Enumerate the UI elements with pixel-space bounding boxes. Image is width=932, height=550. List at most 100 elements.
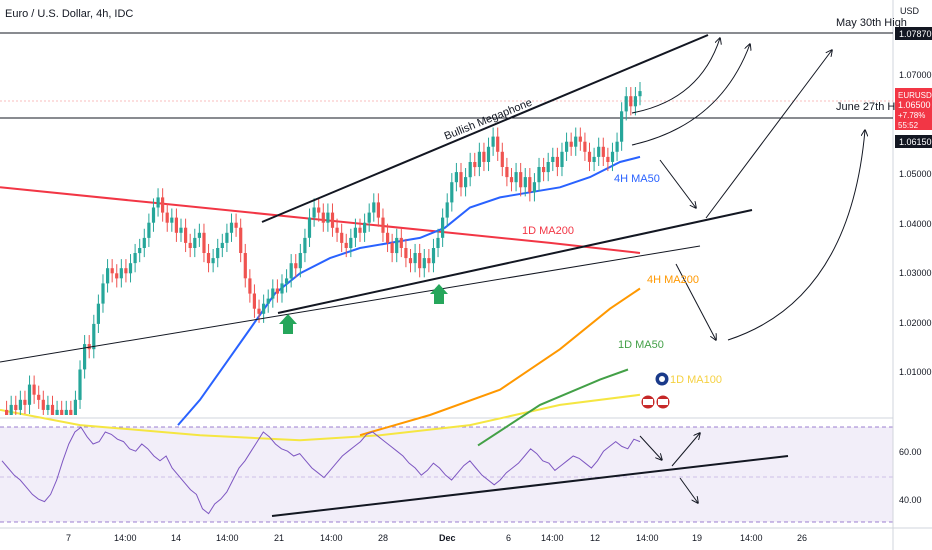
candle[interactable] — [115, 273, 119, 279]
candle[interactable] — [523, 177, 527, 188]
candle[interactable] — [151, 207, 156, 223]
candle[interactable] — [340, 232, 344, 243]
candle[interactable] — [239, 227, 243, 253]
candle[interactable] — [587, 151, 592, 162]
candle[interactable] — [473, 162, 477, 168]
candle[interactable] — [124, 268, 128, 274]
candle[interactable] — [32, 384, 36, 395]
candle[interactable] — [92, 323, 96, 350]
ma200-1d-line[interactable] — [0, 186, 641, 254]
candle[interactable] — [395, 237, 399, 254]
candle[interactable] — [629, 96, 633, 107]
candle[interactable] — [459, 172, 463, 188]
candle[interactable] — [14, 404, 18, 410]
candle[interactable] — [60, 409, 64, 415]
candle[interactable] — [574, 136, 578, 147]
candle[interactable] — [578, 136, 582, 142]
candle[interactable] — [179, 227, 183, 233]
candle[interactable] — [321, 212, 325, 223]
candle[interactable] — [601, 146, 605, 157]
symbol-title[interactable]: Euro / U.S. Dollar, 4h, IDC — [5, 8, 133, 20]
candle[interactable] — [188, 242, 192, 248]
candle[interactable] — [546, 162, 550, 173]
candle[interactable] — [353, 227, 357, 238]
ma100-1d-line[interactable] — [0, 393, 641, 442]
megaphone-lower-line[interactable] — [277, 209, 753, 314]
candle[interactable] — [216, 248, 220, 259]
candle[interactable] — [197, 232, 201, 238]
candle[interactable] — [147, 222, 151, 238]
ma50-1d-line[interactable] — [477, 368, 629, 447]
candle[interactable] — [404, 248, 408, 259]
candle[interactable] — [266, 298, 270, 304]
candle[interactable] — [83, 344, 87, 370]
candle[interactable] — [271, 288, 275, 299]
candle[interactable] — [156, 197, 160, 208]
candle[interactable] — [73, 399, 77, 415]
candles-group[interactable] — [5, 81, 642, 415]
candle[interactable] — [234, 222, 238, 228]
rsi-trend-line[interactable] — [271, 455, 789, 517]
candle[interactable] — [307, 217, 312, 238]
candle[interactable] — [468, 162, 472, 178]
candle[interactable] — [413, 253, 417, 264]
candle[interactable] — [78, 369, 82, 400]
candle[interactable] — [477, 151, 481, 167]
candle[interactable] — [165, 212, 169, 223]
candle[interactable] — [519, 172, 523, 188]
flag-badges[interactable] — [640, 371, 671, 410]
candle[interactable] — [551, 156, 555, 162]
candle[interactable] — [344, 242, 348, 248]
candle[interactable] — [491, 136, 495, 147]
megaphone-upper-line[interactable] — [261, 34, 709, 223]
candle[interactable] — [184, 227, 188, 243]
candle[interactable] — [248, 278, 252, 294]
candle[interactable] — [367, 212, 371, 223]
candle[interactable] — [262, 303, 266, 314]
candle[interactable] — [23, 399, 27, 405]
candle[interactable] — [64, 409, 68, 415]
candle[interactable] — [128, 263, 133, 274]
rsi-line[interactable] — [1, 426, 641, 515]
candle[interactable] — [542, 167, 546, 173]
candle[interactable] — [496, 136, 500, 152]
candle[interactable] — [363, 222, 367, 233]
candle[interactable] — [335, 227, 339, 233]
candle[interactable] — [486, 146, 491, 162]
candle[interactable] — [555, 156, 559, 167]
candle[interactable] — [280, 283, 284, 294]
candle[interactable] — [257, 308, 261, 314]
candle[interactable] — [500, 151, 504, 167]
candle[interactable] — [450, 182, 454, 203]
candle[interactable] — [142, 237, 146, 248]
candle[interactable] — [431, 248, 436, 264]
candle[interactable] — [376, 202, 380, 218]
candle[interactable] — [9, 404, 13, 415]
candle[interactable] — [317, 207, 321, 213]
candle[interactable] — [427, 258, 431, 264]
candle[interactable] — [399, 237, 403, 248]
candle[interactable] — [381, 217, 385, 233]
candle[interactable] — [330, 212, 335, 228]
candle[interactable] — [422, 258, 426, 269]
candle[interactable] — [592, 156, 596, 162]
candle[interactable] — [482, 151, 486, 162]
candle[interactable] — [569, 141, 573, 147]
candle[interactable] — [225, 232, 229, 243]
candle[interactable] — [243, 253, 247, 279]
candle[interactable] — [537, 167, 541, 183]
candle[interactable] — [46, 404, 50, 410]
candle[interactable] — [349, 237, 353, 248]
candle[interactable] — [202, 232, 206, 253]
candle[interactable] — [615, 141, 619, 152]
candle[interactable] — [18, 399, 22, 410]
candle[interactable] — [509, 177, 514, 183]
candle[interactable] — [161, 197, 165, 213]
candle[interactable] — [119, 268, 123, 279]
candle[interactable] — [285, 278, 289, 284]
candle[interactable] — [289, 263, 293, 279]
candle[interactable] — [133, 253, 137, 264]
candle[interactable] — [193, 237, 197, 248]
time-axis[interactable]: 7 14:00 14 14:00 21 14:00 28 Dec 6 14:00… — [66, 533, 807, 543]
